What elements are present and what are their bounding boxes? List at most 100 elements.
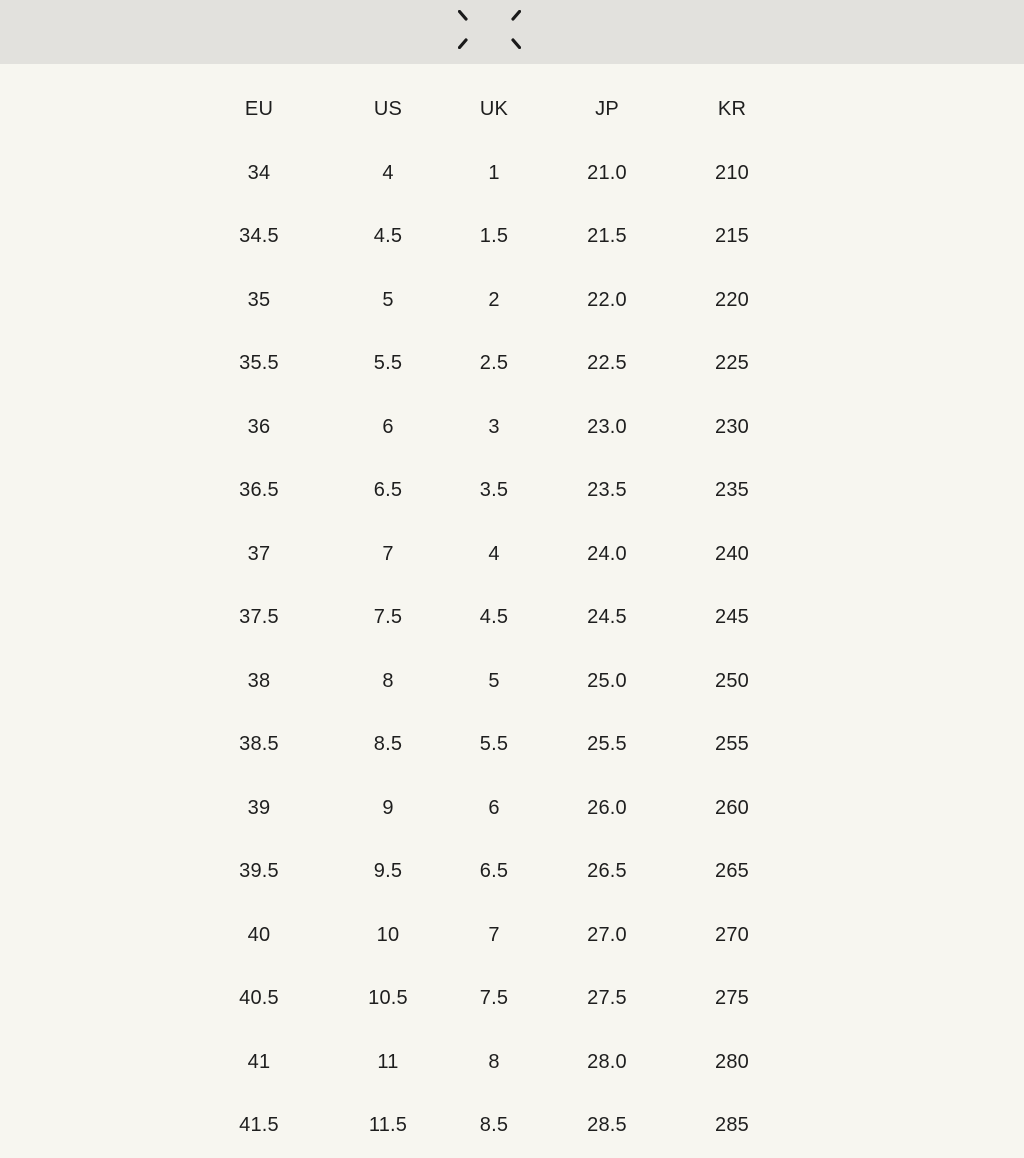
size-cell: 27.0: [587, 923, 627, 946]
size-cell: 35: [247, 288, 271, 311]
size-cell: 230: [715, 415, 749, 438]
size-cell: 21.5: [587, 225, 627, 248]
size-cell: 11.5: [368, 1114, 408, 1137]
size-cell: 250: [715, 669, 749, 692]
size-cell: 4: [382, 161, 394, 184]
size-row: 36 6 3 23.0 230: [194, 396, 786, 460]
size-cell: 275: [715, 987, 749, 1010]
size-cell: 265: [715, 860, 749, 883]
size-cell: 8: [382, 669, 394, 692]
size-cell: 4.5: [479, 606, 509, 629]
size-cell: 41: [247, 1050, 271, 1073]
size-cell: 38: [247, 669, 271, 692]
size-cell: 240: [715, 542, 749, 565]
size-cell: 8.5: [373, 733, 403, 756]
size-cell: 9.5: [373, 860, 403, 883]
size-cell: 10.5: [368, 987, 408, 1010]
size-cell: 35.5: [239, 352, 279, 375]
size-row: 36.5 6.5 3.5 23.5 235: [194, 459, 786, 523]
size-cell: 34: [247, 161, 271, 184]
size-cell: 36: [247, 415, 271, 438]
size-cell: 36.5: [239, 479, 279, 502]
size-cell: 26.0: [587, 796, 627, 819]
size-cell: 7.5: [479, 987, 509, 1010]
size-cell: 285: [715, 1114, 749, 1137]
size-row: 41.5 11.5 8.5 28.5 285: [194, 1094, 786, 1158]
size-cell: 37.5: [239, 606, 279, 629]
size-cell: 3: [488, 415, 500, 438]
size-chart-table: EU US UK JP KR 34 4 1 21.0 210 34.5 4.5 1.5 21.5…: [194, 78, 786, 1158]
size-cell: 8.5: [479, 1114, 509, 1137]
size-row: 39 9 6 26.0 260: [194, 777, 786, 841]
size-cell: 280: [715, 1050, 749, 1073]
size-cell: 22.5: [587, 352, 627, 375]
size-cell: 11: [377, 1050, 399, 1073]
size-row: 35.5 5.5 2.5 22.5 225: [194, 332, 786, 396]
size-cell: 215: [715, 225, 749, 248]
size-row: 40.5 10.5 7.5 27.5 275: [194, 967, 786, 1031]
size-cell: 21.0: [587, 161, 627, 184]
size-row: 34 4 1 21.0 210: [194, 142, 786, 206]
size-cell: 6: [382, 415, 394, 438]
size-chart: EU US UK JP KR 34 4 1 21.0 210 34.5 4.5 1.5 21.5…: [194, 78, 786, 1158]
size-cell: 26.5: [587, 860, 627, 883]
size-cell: 25.5: [587, 733, 627, 756]
size-cell: 7: [488, 923, 500, 946]
size-cell: 260: [715, 796, 749, 819]
size-chart-header-row: EU US UK JP KR: [194, 78, 786, 142]
size-cell: 27.5: [587, 987, 627, 1010]
size-cell: 270: [715, 923, 749, 946]
size-row: 41 11 8 28.0 280: [194, 1031, 786, 1095]
size-cell: 6.5: [479, 860, 509, 883]
size-cell: 3.5: [479, 479, 509, 502]
size-row: 38 8 5 25.0 250: [194, 650, 786, 714]
size-cell: 41.5: [239, 1114, 279, 1137]
size-cell: 1.5: [479, 225, 509, 248]
size-row: 37.5 7.5 4.5 24.5 245: [194, 586, 786, 650]
size-cell: 4: [488, 542, 500, 565]
size-chart-body: 34 4 1 21.0 210 34.5 4.5 1.5 21.5 215 35 5 2 22.0 220 3…: [194, 142, 786, 1158]
size-cell: 5: [382, 288, 394, 311]
size-cell: 6: [488, 796, 500, 819]
column-header-jp: JP: [595, 98, 619, 121]
size-cell: 7: [382, 542, 394, 565]
size-cell: 5.5: [479, 733, 509, 756]
size-cell: 28.5: [587, 1114, 627, 1137]
four-stitches-icon[interactable]: [458, 10, 521, 49]
size-cell: 5.5: [373, 352, 403, 375]
size-cell: 210: [715, 161, 749, 184]
size-cell: 5: [488, 669, 500, 692]
size-cell: 9: [382, 796, 394, 819]
size-cell: 24.0: [587, 542, 627, 565]
size-cell: 235: [715, 479, 749, 502]
size-cell: 10: [376, 923, 400, 946]
size-row: 35 5 2 22.0 220: [194, 269, 786, 333]
size-cell: 6.5: [373, 479, 403, 502]
size-cell: 39: [247, 796, 271, 819]
size-cell: 37: [247, 542, 271, 565]
size-row: 37 7 4 24.0 240: [194, 523, 786, 587]
size-cell: 23.5: [587, 479, 627, 502]
size-cell: 2: [488, 288, 500, 311]
size-cell: 34.5: [239, 225, 279, 248]
size-cell: 225: [715, 352, 749, 375]
column-header-uk: UK: [479, 98, 509, 121]
size-cell: 40: [247, 923, 271, 946]
size-cell: 8: [488, 1050, 500, 1073]
column-header-kr: KR: [717, 98, 747, 121]
top-bar: [0, 0, 1024, 64]
size-cell: 220: [715, 288, 749, 311]
size-cell: 22.0: [587, 288, 627, 311]
size-cell: 4.5: [373, 225, 403, 248]
size-cell: 24.5: [587, 606, 627, 629]
size-cell: 23.0: [587, 415, 627, 438]
size-cell: 2.5: [479, 352, 509, 375]
size-row: 40 10 7 27.0 270: [194, 904, 786, 968]
size-cell: 255: [715, 733, 749, 756]
column-header-us: US: [373, 98, 403, 121]
size-cell: 39.5: [239, 860, 279, 883]
size-row: 39.5 9.5 6.5 26.5 265: [194, 840, 786, 904]
size-cell: 38.5: [239, 733, 279, 756]
size-cell: 25.0: [587, 669, 627, 692]
column-header-eu: EU: [244, 98, 274, 121]
